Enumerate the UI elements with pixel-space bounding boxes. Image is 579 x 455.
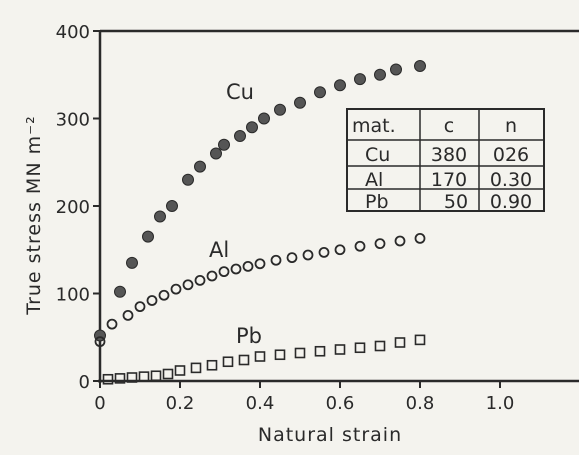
point-al (170, 283, 182, 295)
y-tick-label: 100 (56, 285, 90, 306)
point-al (106, 318, 118, 330)
point-al (182, 279, 194, 291)
y-axis-title: True stress MN m⁻² (23, 115, 45, 315)
series-layer (94, 60, 426, 385)
x-tick-label: 1.0 (486, 393, 515, 414)
point-al (286, 252, 298, 264)
table-cell-al-c: 170 (431, 169, 467, 191)
table-header-mat: mat. (352, 115, 396, 137)
point-pb (414, 334, 426, 346)
point-cu (374, 68, 386, 81)
point-cu (114, 285, 126, 298)
point-cu (334, 79, 346, 92)
point-pb (206, 359, 218, 371)
point-pb (394, 337, 406, 348)
point-cu (246, 121, 258, 134)
table-cell-cu-mat: Cu (365, 144, 390, 166)
point-al (334, 244, 346, 256)
series-label-pb: Pb (236, 324, 262, 348)
point-pb (114, 373, 126, 384)
point-al (374, 238, 386, 250)
point-cu (218, 138, 230, 151)
table-cell-pb-c: 50 (444, 191, 468, 213)
y-tick-label: 400 (56, 22, 90, 43)
series-pb (102, 334, 426, 385)
point-al (242, 260, 254, 272)
point-cu (294, 96, 306, 109)
series-label-cu: Cu (226, 80, 254, 104)
table-header-n: n (505, 115, 517, 137)
point-pb (374, 340, 386, 352)
point-al (318, 246, 330, 258)
point-al (94, 336, 106, 348)
point-pb (254, 351, 266, 362)
point-al (230, 263, 242, 275)
y-tick-label: 300 (56, 110, 90, 131)
point-al (146, 295, 158, 306)
table-cell-cu-c: 380 (431, 144, 467, 166)
point-al (194, 274, 206, 286)
point-cu (390, 63, 402, 76)
point-al (302, 249, 314, 261)
point-al (206, 270, 218, 282)
x-tick-label: 0.4 (246, 393, 275, 414)
table-cell-al-mat: Al (365, 169, 383, 191)
point-al (414, 232, 426, 244)
point-pb (190, 362, 202, 374)
y-tick-label: 0 (79, 372, 90, 393)
point-al (354, 240, 366, 252)
point-cu (154, 210, 166, 223)
point-pb (150, 370, 162, 382)
point-al (394, 235, 406, 247)
parameter-table: mat. c n Cu 380 026 Al 170 0.30 Pb 50 0.… (346, 108, 545, 213)
axes: 0 100 200 300 400 0 0.2 0.4 0.6 0.8 1.0 (56, 22, 579, 414)
point-pb (274, 349, 286, 361)
point-cu (258, 112, 270, 125)
point-al (254, 258, 266, 270)
point-cu (274, 103, 286, 116)
point-cu (142, 230, 154, 243)
point-al (158, 289, 170, 301)
x-tick-label: 0.2 (166, 393, 195, 414)
point-cu (210, 147, 222, 160)
table-cell-pb-n: 0.90 (490, 191, 532, 213)
point-pb (222, 356, 234, 368)
table-cell-al-n: 0.30 (490, 169, 532, 191)
x-axis-title: Natural strain (258, 424, 402, 446)
point-al (218, 266, 230, 278)
y-tick-label: 200 (56, 197, 90, 218)
table-cell-pb-mat: Pb (365, 191, 389, 213)
x-tick-label: 0.6 (326, 393, 355, 414)
point-pb (102, 373, 114, 385)
table-header-c: c (444, 115, 454, 137)
series-label-al: Al (209, 238, 229, 262)
point-pb (238, 354, 250, 366)
point-cu (354, 73, 366, 86)
point-pb (174, 365, 186, 376)
point-al (134, 301, 146, 313)
point-pb (314, 345, 326, 357)
point-pb (162, 368, 174, 380)
point-pb (138, 371, 150, 382)
table-cell-cu-n: 026 (493, 144, 529, 166)
point-cu (166, 200, 178, 212)
point-al (122, 309, 134, 321)
x-tick-label: 0.8 (406, 393, 435, 414)
point-cu (194, 160, 206, 173)
x-tick-label: 0 (94, 393, 105, 414)
table-border (346, 108, 545, 212)
point-pb (294, 347, 306, 359)
point-al (270, 254, 282, 266)
series-al (94, 232, 426, 348)
point-pb (334, 344, 346, 355)
point-cu (126, 256, 138, 269)
point-pb (126, 372, 138, 383)
point-cu (234, 130, 246, 142)
point-cu (314, 86, 326, 99)
series-cu (94, 60, 426, 342)
point-pb (354, 342, 366, 354)
point-cu (414, 60, 426, 72)
point-cu (182, 173, 194, 186)
